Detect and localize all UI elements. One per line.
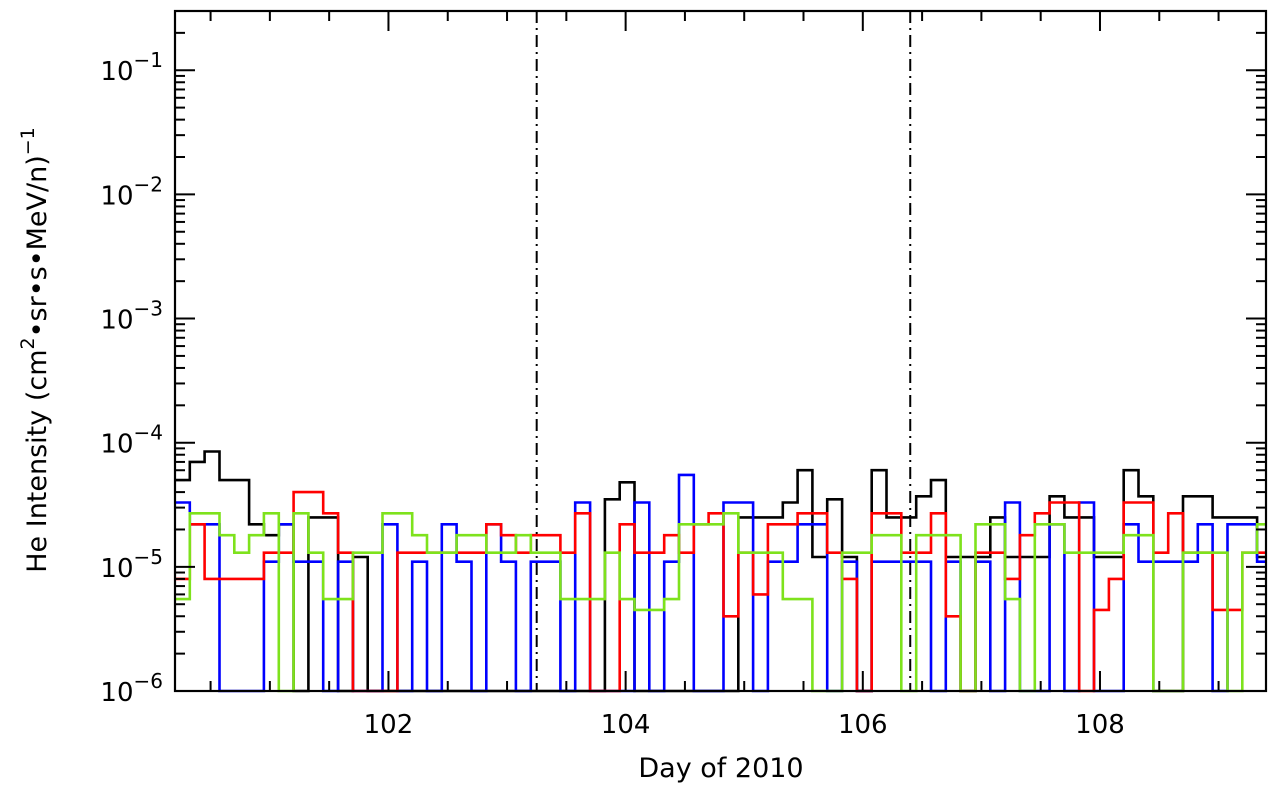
y-axis-title-mid: •sr•s•MeV/n) [22, 155, 53, 337]
y-tick-label: 10−3 [100, 297, 163, 336]
y-tick-label: 10−2 [100, 172, 163, 211]
y-tick-label: 10−5 [100, 545, 163, 584]
x-tick-label: 104 [601, 710, 651, 740]
y-tick-label: 10−6 [100, 669, 163, 708]
y-tick-label: 10−1 [100, 48, 163, 87]
x-tick-labels: 102 104 106 108 [364, 710, 1125, 740]
x-tick-label: 106 [838, 710, 888, 740]
x-axis-title: Day of 2010 [638, 753, 803, 784]
axes [173, 9, 1268, 693]
y-tick-label: 10−4 [100, 421, 163, 460]
y-axis-title-base: He Intensity (cm [22, 349, 53, 572]
series-line-3 [175, 511, 1266, 693]
y-axis-title-sup1: 2 [17, 337, 39, 349]
plot-frame [173, 9, 1268, 693]
y-axis-title-sup2: −1 [17, 127, 39, 155]
y-tick-labels: 10−6 10−5 10−4 10−3 10−2 10−1 [100, 48, 163, 708]
y-axis-title: He Intensity (cm2•sr•s•MeV/n)−1 [17, 127, 53, 573]
event-lines [535, 11, 912, 691]
x-tick-label: 108 [1075, 710, 1125, 740]
x-tick-label: 102 [364, 710, 414, 740]
